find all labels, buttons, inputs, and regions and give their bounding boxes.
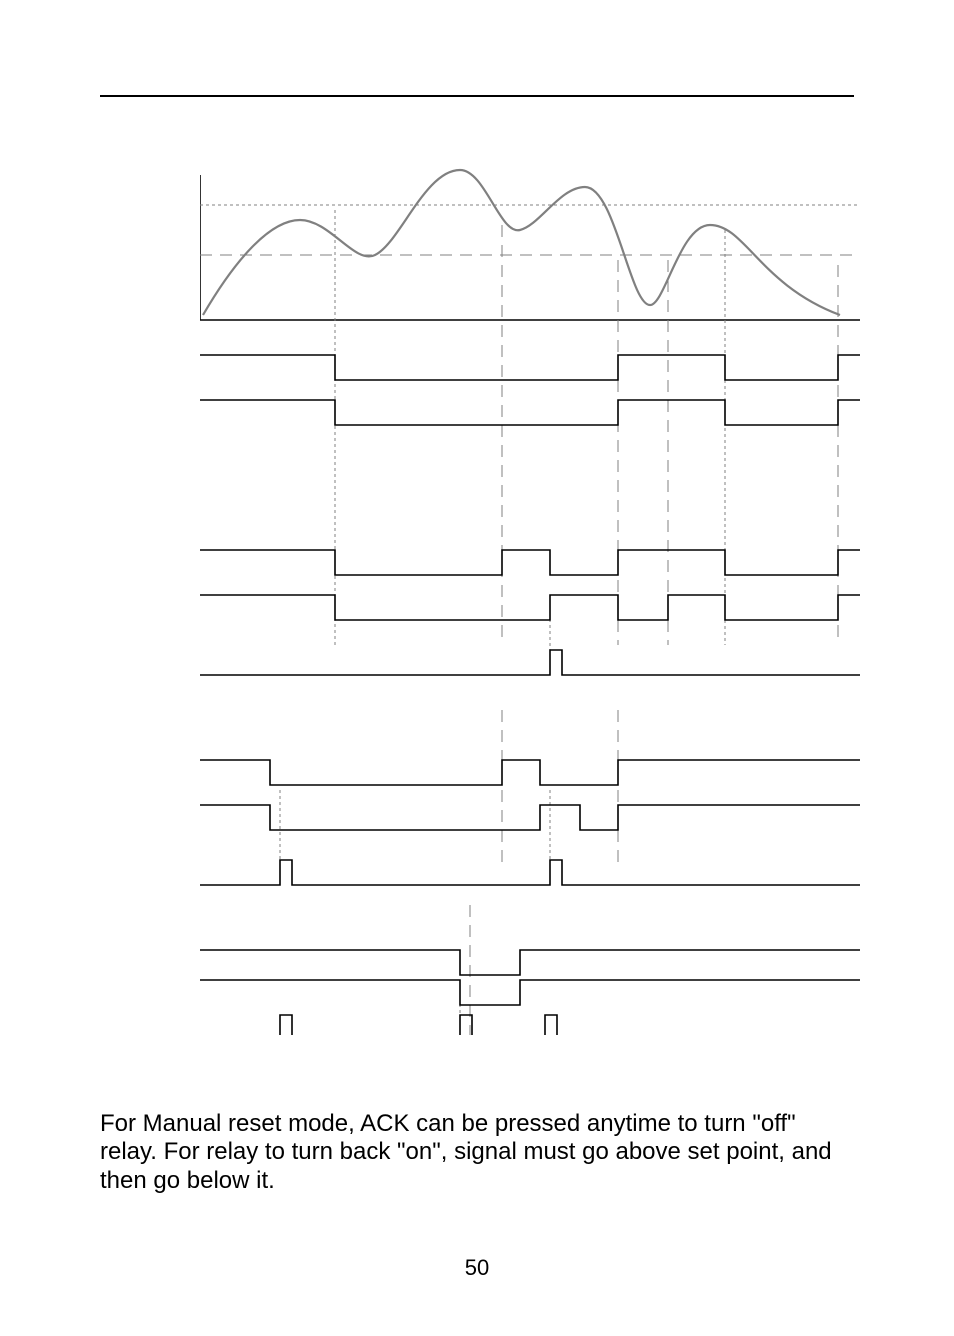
page: For Manual reset mode, ACK can be presse…	[0, 0, 954, 1336]
caption-line2: For relay to turn back "on", signal must…	[100, 1138, 832, 1193]
diagram-svg	[200, 165, 860, 1035]
page-number: 50	[0, 1255, 954, 1281]
timing-diagram	[200, 165, 860, 1035]
top-rule	[100, 95, 854, 97]
caption-text: For Manual reset mode, ACK can be presse…	[100, 1110, 854, 1195]
